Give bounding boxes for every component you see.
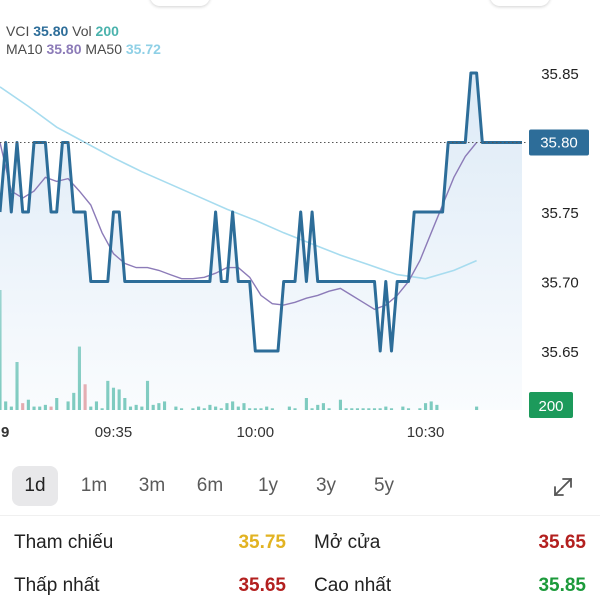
price-area — [0, 73, 522, 410]
ma10-label: MA10 — [6, 41, 43, 57]
x-tick-label: 10:00 — [237, 424, 275, 441]
y-tick-label: 35.65 — [541, 344, 579, 361]
symbol-label: VCI — [6, 23, 30, 39]
toolbar-button-partial[interactable] — [490, 0, 550, 6]
price-value: 35.80 — [33, 23, 69, 39]
timeframe-6m[interactable]: 6m — [196, 475, 224, 496]
timeframe-1y[interactable]: 1y — [257, 475, 279, 496]
stat-value-low: 35.65 — [238, 575, 286, 596]
volume-label: Vol — [72, 23, 92, 39]
y-tick-label: 35.75 — [541, 205, 579, 222]
timeframe-5y[interactable]: 5y — [373, 475, 395, 496]
current-volume-badge — [529, 392, 573, 418]
ma10-value: 35.80 — [46, 41, 82, 57]
toolbar-button-partial[interactable] — [150, 0, 210, 6]
stat-label-low: Thấp nhất — [14, 575, 100, 596]
x-tick-label: 09:35 — [95, 424, 133, 441]
y-tick-label: 35.85 — [541, 66, 579, 83]
stat-label-open: Mở cửa — [314, 532, 381, 553]
x-tick-label: 10:30 — [407, 424, 445, 441]
top-toolbar-edge — [0, 0, 600, 8]
current-volume-badge-label: 200 — [538, 398, 563, 415]
timeframe-1d[interactable]: 1d — [12, 466, 58, 506]
stat-value-open: 35.65 — [538, 532, 586, 553]
timeframe-3y[interactable]: 3y — [315, 475, 337, 496]
stat-value-reference: 35.75 — [238, 532, 286, 553]
stat-value-high: 35.85 — [538, 575, 586, 596]
y-tick-label: 35.70 — [541, 275, 579, 292]
price-line — [0, 71, 522, 353]
price-chart[interactable]: 35.85 35.75 35.70 35.65 35.80 200 9 09:35 10:00 1… — [0, 0, 600, 450]
ma50-line — [0, 86, 477, 280]
timeframe-selector: 1d 1m 3m 6m 1y 3y 5y — [0, 462, 600, 510]
volume-value: 200 — [95, 23, 119, 39]
legend-moving-averages: MA10 35.80 MA50 35.72 — [6, 40, 161, 58]
ma50-value: 35.72 — [125, 41, 161, 57]
x-tick-label: 9 — [1, 424, 9, 441]
divider — [0, 515, 600, 516]
legend-price-volume: VCI 35.80 Vol 200 — [6, 22, 119, 40]
expand-icon[interactable] — [550, 474, 576, 500]
stat-label-high: Cao nhất — [314, 575, 392, 596]
current-price-badge — [529, 129, 589, 156]
ma50-label: MA50 — [85, 41, 122, 57]
timeframe-1m[interactable]: 1m — [80, 475, 108, 496]
stat-label-reference: Tham chiếu — [14, 532, 114, 553]
timeframe-3m[interactable]: 3m — [138, 475, 166, 496]
current-price-badge-label: 35.80 — [540, 135, 578, 152]
